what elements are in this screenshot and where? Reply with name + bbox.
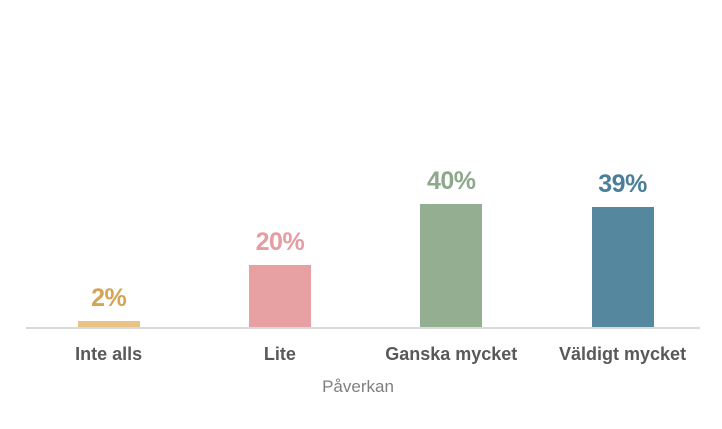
bar	[248, 265, 311, 327]
data-label: 20%	[255, 228, 305, 256]
data-label: 39%	[598, 170, 647, 198]
bar	[77, 321, 140, 327]
category-label: Lite	[263, 344, 296, 364]
x-axis-line	[26, 327, 700, 329]
x-axis-title: Påverkan	[322, 377, 394, 396]
data-label: 2%	[91, 284, 127, 312]
category-label: Väldigt mycket	[559, 344, 687, 364]
bar	[420, 204, 483, 327]
bar	[591, 207, 654, 327]
data-label: 40%	[426, 167, 476, 195]
category-label: Inte alls	[75, 344, 143, 364]
category-label: Ganska mycket	[385, 344, 518, 364]
